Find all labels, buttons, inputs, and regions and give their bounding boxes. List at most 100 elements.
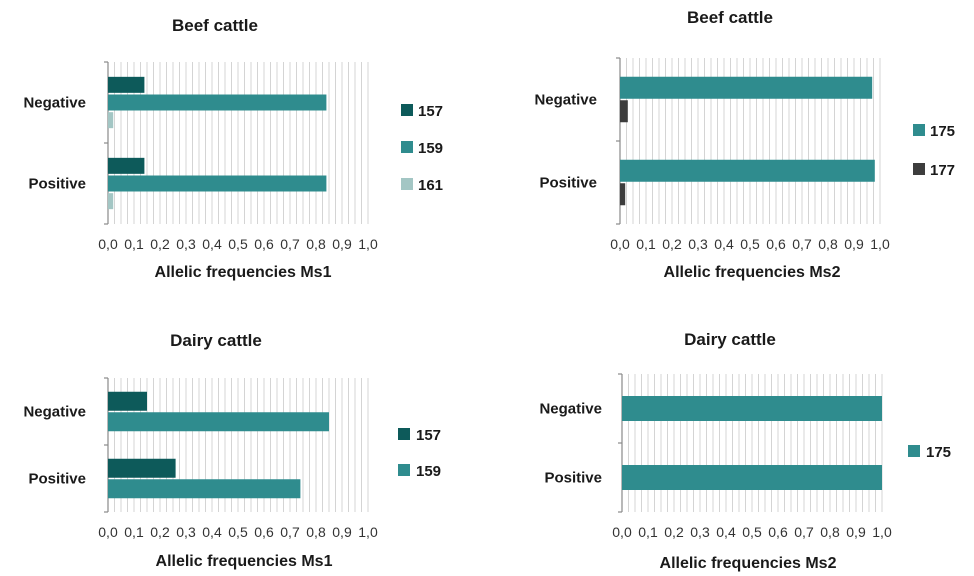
- bar-159-positive: [108, 479, 301, 499]
- category-label: Positive: [28, 176, 86, 193]
- bar-175-positive: [622, 465, 882, 490]
- x-tick-label: 0,2: [662, 236, 682, 252]
- x-axis-title: Allelic frequencies Ms2: [664, 264, 841, 281]
- bar-175-positive: [620, 159, 875, 182]
- bar-157-negative: [108, 76, 145, 93]
- bar-177-positive: [620, 183, 626, 206]
- x-tick-label: 0,3: [176, 236, 196, 252]
- x-tick-label: 0,3: [176, 524, 196, 540]
- x-tick-label: 0,1: [124, 236, 144, 252]
- legend: 157 159: [398, 427, 441, 480]
- legend-label: 177: [930, 162, 955, 179]
- x-tick-label: 0,5: [228, 524, 248, 540]
- chart-panel-4: Negative Positive 0,0 0,1 0,2 0,3 0,4 0,5 0,6 0,7…: [539, 330, 951, 572]
- legend-label: 159: [416, 463, 441, 480]
- x-tick-label: 0,4: [716, 524, 736, 540]
- category-label: Negative: [23, 95, 86, 112]
- x-tick-label: 0,0: [610, 236, 630, 252]
- chart-panel-3: Negative Positive 0,0 0,1 0,2 0,3 0,4 0,5 0,6 0,7…: [23, 331, 441, 570]
- category-label: Negative: [539, 401, 602, 418]
- chart-title: Beef cattle: [687, 8, 773, 27]
- x-tick-label: 0,4: [714, 236, 734, 252]
- x-tick-label: 0,8: [818, 236, 838, 252]
- legend-swatch: [908, 445, 920, 457]
- x-tick-label: 0,2: [150, 236, 170, 252]
- legend-swatch: [398, 464, 410, 476]
- x-tick-label: 0,2: [664, 524, 684, 540]
- legend-label: 161: [418, 177, 443, 194]
- x-tick-label: 0,8: [820, 524, 840, 540]
- x-tick-label: 0,9: [844, 236, 864, 252]
- x-tick-label: 0,9: [332, 236, 352, 252]
- x-tick-label: 0,7: [792, 236, 812, 252]
- legend-swatch: [401, 178, 413, 190]
- x-tick-label: 0,7: [794, 524, 814, 540]
- x-axis-title: Allelic frequencies Ms1: [155, 264, 332, 281]
- x-tick-label: 0,1: [124, 524, 144, 540]
- legend-label: 175: [930, 123, 955, 140]
- x-tick-label: 1,0: [358, 236, 378, 252]
- x-tick-label: 0,9: [332, 524, 352, 540]
- x-tick-label: 0,4: [202, 524, 222, 540]
- legend-swatch: [398, 428, 410, 440]
- x-tick-label: 0,3: [690, 524, 710, 540]
- x-tick-label: 0,2: [150, 524, 170, 540]
- x-tick-label: 0,6: [254, 236, 274, 252]
- x-tick-label: 0,5: [742, 524, 762, 540]
- x-axis-title: Allelic frequencies Ms1: [156, 553, 333, 570]
- x-tick-label: 0,7: [280, 236, 300, 252]
- chart-panel-1: Negative Positive 0,0 0,1 0,2 0,3 0,4 0,5 0,6 0,7…: [23, 16, 443, 281]
- bar-175-negative: [622, 396, 882, 421]
- legend: 157 159 161: [401, 103, 443, 194]
- gridlines: [628, 374, 883, 512]
- x-tick-label: 0,0: [98, 524, 118, 540]
- chart-title: Dairy cattle: [170, 331, 262, 350]
- x-tick-label: 0,6: [766, 236, 786, 252]
- legend-swatch: [913, 163, 925, 175]
- legend-label: 159: [418, 140, 443, 157]
- bar-161-negative: [108, 112, 114, 129]
- x-tick-label: 0,8: [306, 236, 326, 252]
- x-tick-label: 0,6: [254, 524, 274, 540]
- x-tick-label: 0,7: [280, 524, 300, 540]
- legend-swatch: [913, 124, 925, 136]
- x-tick-label: 0,5: [228, 236, 248, 252]
- x-tick-label: 0,3: [688, 236, 708, 252]
- x-tick-label: 0,8: [306, 524, 326, 540]
- category-label: Positive: [544, 470, 602, 487]
- legend-label: 157: [416, 427, 441, 444]
- x-tick-label: 0,1: [638, 524, 658, 540]
- x-tick-label: 1,0: [870, 236, 890, 252]
- x-tick-label: 1,0: [872, 524, 892, 540]
- bar-159-negative: [108, 94, 327, 111]
- bar-157-negative: [108, 391, 147, 411]
- category-label: Negative: [534, 92, 597, 109]
- x-axis-title: Allelic frequencies Ms2: [660, 555, 837, 572]
- chart-title: Beef cattle: [172, 16, 258, 35]
- category-label: Positive: [28, 471, 86, 488]
- x-tick-label: 0,4: [202, 236, 222, 252]
- legend-label: 175: [926, 444, 951, 461]
- legend-label: 157: [418, 103, 443, 120]
- legend-swatch: [401, 104, 413, 116]
- gridlines: [114, 62, 369, 224]
- bar-161-positive: [108, 193, 114, 210]
- x-tick-label: 1,0: [358, 524, 378, 540]
- bar-177-negative: [620, 100, 628, 123]
- chart-panel-2: Negative Positive 0,0 0,1 0,2 0,3 0,4 0,5 0,6 0,7…: [534, 8, 955, 281]
- chart-title: Dairy cattle: [684, 330, 776, 349]
- x-tick-label: 0,1: [636, 236, 656, 252]
- legend: 175: [908, 444, 951, 461]
- bar-159-positive: [108, 175, 327, 192]
- x-tick-label: 0,0: [98, 236, 118, 252]
- x-tick-label: 0,0: [612, 524, 632, 540]
- category-label: Positive: [539, 175, 597, 192]
- legend: 175 177: [913, 123, 955, 179]
- bar-159-negative: [108, 412, 329, 432]
- x-tick-label: 0,5: [740, 236, 760, 252]
- x-tick-label: 0,9: [846, 524, 866, 540]
- bar-157-positive: [108, 157, 145, 174]
- bar-175-negative: [620, 76, 873, 99]
- x-tick-label: 0,6: [768, 524, 788, 540]
